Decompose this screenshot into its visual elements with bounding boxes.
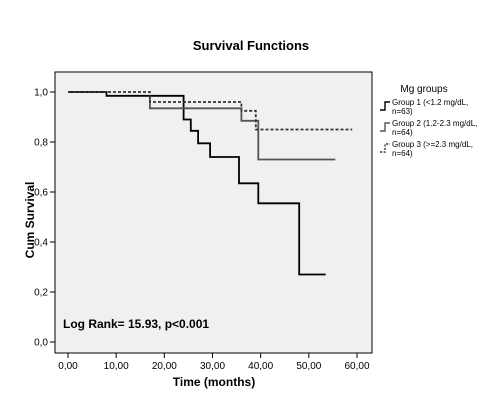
log-rank-annotation: Log Rank= 15.93, p<0.001 [63,317,209,331]
series-line-group-2 [148,95,336,161]
x-tick-label: 50,00 [296,361,321,372]
legend-swatch-group-1 [380,101,390,111]
legend-label-group-3: n=64) [392,149,413,158]
x-tick-label: 60,00 [344,361,369,372]
legend-title: Mg groups [400,84,447,95]
legend-label-group-1: n=63) [392,107,413,116]
x-tick-label: 40,00 [248,361,273,372]
legend-swatch-group-2 [380,122,390,132]
y-tick-label: 1,0 [34,88,48,99]
y-tick-label: 0,0 [34,338,48,349]
series-line-group-1 [68,91,326,276]
x-tick-label: 0,00 [58,361,78,372]
legend-label-group-2: Group 2 (1.2-2.3 mg/dL, [392,119,477,128]
x-axis-title: Time (months) [173,375,255,389]
legend-label-group-2: n=64) [392,128,413,137]
x-tick-label: 20,00 [152,361,177,372]
legend-label-group-3: Group 3 (>=2.3 mg/dL, [392,140,473,149]
legend: Group 1 (<1.2 mg/dL,n=63) Group 2 (1.2-2.… [380,98,477,158]
legend-label-group-1: Group 1 (<1.2 mg/dL, [392,98,468,107]
y-axis: 0,0 0,2 0,4 0,6 0,8 1,0 [34,88,55,349]
y-axis-title: Cum Survival [23,182,37,259]
x-axis: 0,00 10,00 20,00 30,00 40,00 50,00 60,00 [58,353,370,372]
y-tick-label: 0,2 [34,288,48,299]
plot-area [54,71,373,354]
x-tick-label: 10,00 [104,361,129,372]
x-tick-label: 30,00 [200,361,225,372]
series-line-group-3 [68,91,353,131]
y-tick-label: 0,4 [34,238,48,249]
legend-swatch-group-3 [380,143,390,153]
series-layer [68,91,353,276]
y-tick-label: 0,6 [34,188,48,199]
y-tick-label: 0,8 [34,138,48,149]
chart-title: Survival Functions [193,38,309,53]
